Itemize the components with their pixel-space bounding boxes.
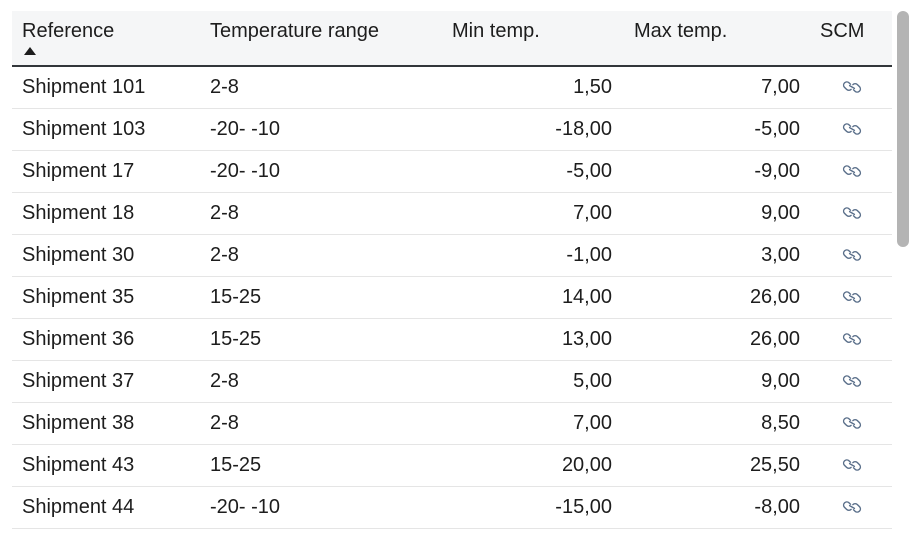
table-row[interactable]: Shipment 38 2-8 7,00 8,50 bbox=[12, 402, 892, 444]
cell-temperature-range: -20- -10 bbox=[210, 117, 281, 140]
cell-max-temp: -8,00 bbox=[754, 495, 800, 518]
link-icon[interactable] bbox=[841, 456, 863, 474]
cell-temperature-range: 2-8 bbox=[210, 369, 239, 392]
table-row[interactable]: Shipment 101 2-8 1,50 7,00 bbox=[12, 66, 892, 108]
table-row[interactable]: Shipment 17 -20- -10 -5,00 -9,00 bbox=[12, 150, 892, 192]
cell-scm bbox=[812, 402, 892, 444]
cell-scm bbox=[812, 276, 892, 318]
cell-scm bbox=[812, 150, 892, 192]
column-header-reference[interactable]: Reference bbox=[12, 11, 200, 66]
cell-temperature-range: -20- -10 bbox=[210, 495, 281, 518]
cell-max-temp: -9,00 bbox=[754, 159, 800, 182]
cell-min-temp: -15,00 bbox=[555, 495, 612, 518]
cell-max-temp: 25,50 bbox=[749, 453, 800, 476]
link-icon[interactable] bbox=[841, 78, 863, 96]
table-body: Shipment 101 2-8 1,50 7,00 Shipment 103 … bbox=[12, 66, 892, 528]
cell-max-temp: 26,00 bbox=[749, 285, 800, 308]
cell-max-temp: 9,00 bbox=[761, 201, 800, 224]
cell-scm bbox=[812, 234, 892, 276]
cell-min-temp: -5,00 bbox=[566, 159, 612, 182]
cell-max-temp: 3,00 bbox=[761, 243, 800, 266]
table-row[interactable]: Shipment 18 2-8 7,00 9,00 bbox=[12, 192, 892, 234]
cell-max-temp: 26,00 bbox=[749, 327, 800, 350]
cell-temperature-range: -20- -10 bbox=[210, 159, 281, 182]
cell-min-temp: -1,00 bbox=[566, 243, 612, 266]
cell-scm bbox=[812, 192, 892, 234]
cell-reference: Shipment 101 bbox=[22, 75, 146, 98]
table-row[interactable]: Shipment 44 -20- -10 -15,00 -8,00 bbox=[12, 486, 892, 528]
cell-temperature-range: 15-25 bbox=[210, 285, 262, 308]
scrollbar-thumb[interactable] bbox=[897, 11, 909, 247]
cell-reference: Shipment 36 bbox=[22, 327, 135, 350]
cell-min-temp: 5,00 bbox=[573, 369, 612, 392]
cell-scm bbox=[812, 66, 892, 108]
cell-reference: Shipment 44 bbox=[22, 495, 135, 518]
cell-temperature-range: 15-25 bbox=[210, 327, 262, 350]
cell-reference: Shipment 17 bbox=[22, 159, 135, 182]
column-header-label: Min temp. bbox=[452, 20, 540, 42]
cell-reference: Shipment 37 bbox=[22, 369, 135, 392]
cell-max-temp: 7,00 bbox=[761, 75, 800, 98]
table-row[interactable]: Shipment 35 15-25 14,00 26,00 bbox=[12, 276, 892, 318]
link-icon[interactable] bbox=[841, 414, 863, 432]
column-header-label: Max temp. bbox=[634, 20, 728, 42]
column-header-label: Temperature range bbox=[210, 20, 379, 42]
cell-reference: Shipment 103 bbox=[22, 117, 146, 140]
table-row[interactable]: Shipment 103 -20- -10 -18,00 -5,00 bbox=[12, 108, 892, 150]
column-header-max-temp[interactable]: Max temp. bbox=[624, 11, 812, 66]
link-icon[interactable] bbox=[841, 162, 863, 180]
cell-max-temp: 9,00 bbox=[761, 369, 800, 392]
cell-min-temp: 20,00 bbox=[561, 453, 612, 476]
vertical-scrollbar[interactable] bbox=[897, 11, 909, 545]
shipments-table-panel: Reference Temperature range Min temp. Ma… bbox=[12, 11, 892, 545]
column-header-temperature-range[interactable]: Temperature range bbox=[200, 11, 442, 66]
cell-temperature-range: 15-25 bbox=[210, 453, 262, 476]
link-icon[interactable] bbox=[841, 288, 863, 306]
link-icon[interactable] bbox=[841, 498, 863, 516]
cell-reference: Shipment 38 bbox=[22, 411, 135, 434]
cell-min-temp: -18,00 bbox=[555, 117, 612, 140]
table-row[interactable]: Shipment 36 15-25 13,00 26,00 bbox=[12, 318, 892, 360]
table-row[interactable]: Shipment 37 2-8 5,00 9,00 bbox=[12, 360, 892, 402]
cell-scm bbox=[812, 318, 892, 360]
table-row[interactable]: Shipment 43 15-25 20,00 25,50 bbox=[12, 444, 892, 486]
link-icon[interactable] bbox=[841, 330, 863, 348]
column-header-min-temp[interactable]: Min temp. bbox=[442, 11, 624, 66]
cell-scm bbox=[812, 486, 892, 528]
cell-reference: Shipment 30 bbox=[22, 243, 135, 266]
shipments-table: Reference Temperature range Min temp. Ma… bbox=[12, 11, 892, 529]
cell-min-temp: 7,00 bbox=[573, 411, 612, 434]
cell-temperature-range: 2-8 bbox=[210, 75, 239, 98]
cell-max-temp: 8,50 bbox=[761, 411, 800, 434]
cell-reference: Shipment 43 bbox=[22, 453, 135, 476]
column-header-scm[interactable]: SCM bbox=[812, 11, 892, 66]
cell-scm bbox=[812, 108, 892, 150]
cell-min-temp: 1,50 bbox=[573, 75, 612, 98]
cell-temperature-range: 2-8 bbox=[210, 411, 239, 434]
link-icon[interactable] bbox=[841, 204, 863, 222]
cell-min-temp: 14,00 bbox=[561, 285, 612, 308]
sort-ascending-icon bbox=[24, 47, 36, 55]
link-icon[interactable] bbox=[841, 120, 863, 138]
cell-reference: Shipment 35 bbox=[22, 285, 135, 308]
table-row[interactable]: Shipment 30 2-8 -1,00 3,00 bbox=[12, 234, 892, 276]
cell-scm bbox=[812, 444, 892, 486]
cell-temperature-range: 2-8 bbox=[210, 243, 239, 266]
cell-min-temp: 7,00 bbox=[573, 201, 612, 224]
cell-min-temp: 13,00 bbox=[561, 327, 612, 350]
link-icon[interactable] bbox=[841, 246, 863, 264]
column-header-label: Reference bbox=[22, 20, 115, 42]
column-header-label: SCM bbox=[820, 20, 865, 42]
cell-reference: Shipment 18 bbox=[22, 201, 135, 224]
table-header-row: Reference Temperature range Min temp. Ma… bbox=[12, 11, 892, 66]
cell-max-temp: -5,00 bbox=[754, 117, 800, 140]
cell-scm bbox=[812, 360, 892, 402]
link-icon[interactable] bbox=[841, 372, 863, 390]
cell-temperature-range: 2-8 bbox=[210, 201, 239, 224]
